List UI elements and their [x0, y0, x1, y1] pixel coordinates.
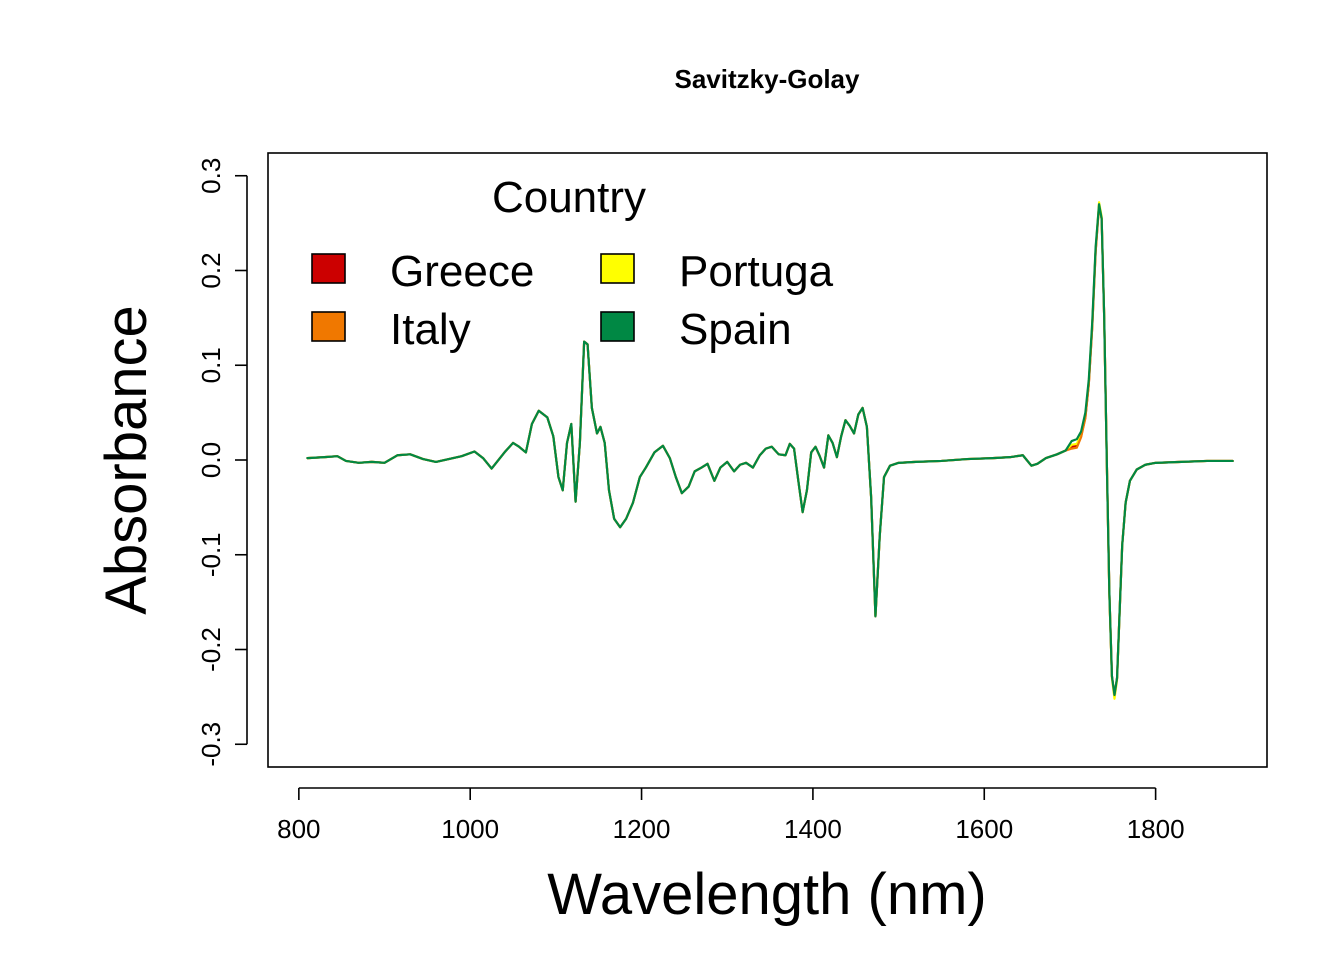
y-axis-title: Absorbance: [94, 305, 159, 615]
legend-swatch-portuga: [600, 253, 635, 284]
series-group: [306, 201, 1234, 700]
series-line-spain: [306, 203, 1234, 697]
y-tick-label: 0.1: [196, 347, 226, 383]
x-tick-label: 1600: [955, 814, 1013, 844]
y-tick-label: 0.3: [196, 158, 226, 194]
y-tick-label: -0.2: [196, 627, 226, 672]
x-axis-ticks: 800 1000 1200 1400 1600 1800: [277, 788, 1185, 844]
x-tick-label: 1200: [613, 814, 671, 844]
legend: Country Greece Portuga Italy Spain: [311, 173, 834, 354]
x-tick-label: 1000: [441, 814, 499, 844]
y-tick-label: 0.2: [196, 252, 226, 288]
legend-label-italy: Italy: [390, 305, 471, 354]
plot-frame: [267, 152, 1268, 768]
legend-label-portuga: Portuga: [679, 247, 834, 296]
y-axis-ticks: -0.3 -0.2 -0.1 0.0 0.1 0.2 0.3: [196, 158, 247, 767]
legend-swatch-greece: [311, 253, 346, 284]
chart-title: Savitzky-Golay: [675, 64, 861, 94]
x-tick-label: 1800: [1127, 814, 1185, 844]
legend-swatch-spain: [600, 311, 635, 342]
legend-label-greece: Greece: [390, 247, 534, 296]
x-tick-label: 800: [277, 814, 320, 844]
legend-title: Country: [492, 173, 646, 222]
x-axis-title: Wavelength (nm): [547, 862, 986, 927]
y-tick-label: -0.3: [196, 722, 226, 767]
x-tick-label: 1400: [784, 814, 842, 844]
y-tick-label: 0.0: [196, 442, 226, 478]
y-tick-label: -0.1: [196, 532, 226, 577]
legend-swatch-italy: [311, 311, 346, 342]
legend-label-spain: Spain: [679, 305, 792, 354]
